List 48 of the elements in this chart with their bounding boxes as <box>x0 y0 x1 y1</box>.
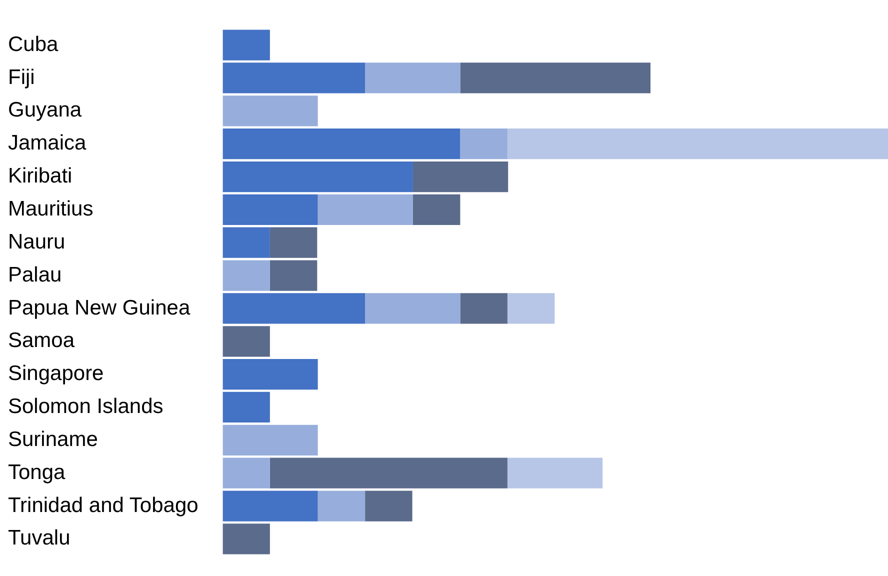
bar <box>507 293 555 324</box>
bar <box>222 62 366 94</box>
y-tick-label: Tonga <box>8 460 66 484</box>
bar <box>507 128 888 160</box>
bar <box>222 490 318 522</box>
y-tick-label: Solomon Islands <box>8 395 164 418</box>
y-tick-label: Guyana <box>8 98 82 122</box>
bar <box>507 458 603 488</box>
bar <box>222 30 270 60</box>
y-tick-label: Palau <box>8 263 62 286</box>
y-tick-label: Nauru <box>8 230 66 254</box>
bar <box>270 260 318 291</box>
bar <box>222 458 270 488</box>
y-tick-label: Trinidad and Tobago <box>8 494 198 517</box>
bar <box>318 194 413 225</box>
bar <box>460 62 650 94</box>
bar <box>222 293 366 324</box>
bar <box>365 62 460 94</box>
bar <box>222 194 318 225</box>
bar <box>412 194 460 225</box>
bar <box>222 359 318 390</box>
bar <box>365 293 460 324</box>
y-tick-label: Jamaica <box>8 132 87 155</box>
bar <box>222 96 318 126</box>
bar <box>365 490 412 522</box>
bar <box>222 227 270 258</box>
bar <box>222 161 413 192</box>
bar <box>222 260 270 291</box>
y-tick-label: Mauritius <box>8 197 94 220</box>
bar <box>270 458 508 488</box>
bar <box>460 128 508 160</box>
y-tick-label: Singapore <box>8 362 104 386</box>
bar <box>318 490 366 522</box>
bar <box>270 227 318 258</box>
bar <box>222 424 318 456</box>
y-tick-label: Cuba <box>8 32 59 56</box>
bar <box>222 524 270 554</box>
y-tick-label: Tuvalu <box>8 526 70 550</box>
y-tick-label: Kiribati <box>8 164 72 188</box>
bar <box>412 161 508 192</box>
y-tick-label: Suriname <box>8 428 98 451</box>
bar <box>460 293 508 324</box>
bar <box>222 392 270 423</box>
bar <box>222 128 460 160</box>
y-tick-label: Fiji <box>8 66 35 89</box>
y-tick-label: Samoa <box>8 329 75 352</box>
y-tick-label: Papua New Guinea <box>8 296 190 320</box>
bar <box>222 326 270 357</box>
